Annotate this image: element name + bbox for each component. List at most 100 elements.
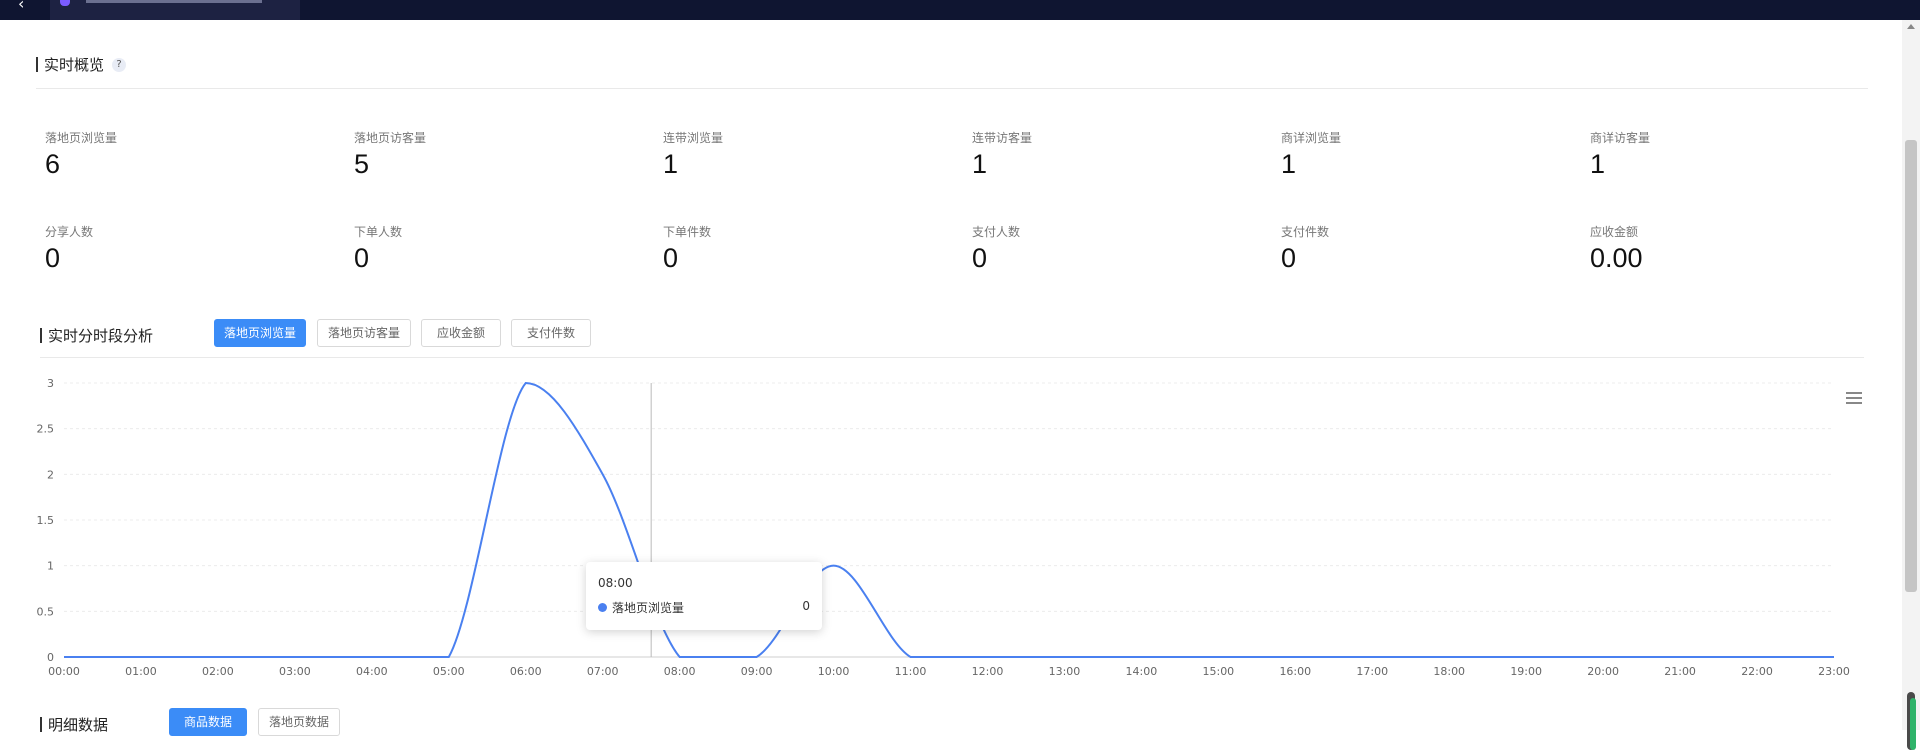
metric-label: 支付人数 <box>972 225 1021 239</box>
title-marker <box>40 717 42 732</box>
y-tick-label: 3 <box>47 377 54 390</box>
x-tick-label: 03:00 <box>279 665 311 678</box>
metric-label: 连带访客量 <box>972 131 1033 145</box>
tab-title <box>86 0 262 3</box>
metric-value: 6 <box>45 149 61 179</box>
tab-product-data[interactable]: 商品数据 <box>169 708 247 736</box>
metric-card: 落地页访客量 5 <box>354 129 594 180</box>
metric-label: 下单人数 <box>354 225 403 239</box>
x-tick-label: 00:00 <box>48 665 80 678</box>
analysis-section-title: 实时分时段分析 <box>40 325 153 346</box>
x-tick-label: 23:00 <box>1818 665 1850 678</box>
tab-paid-items[interactable]: 支付件数 <box>511 319 591 347</box>
y-tick-label: 2 <box>47 468 54 481</box>
metric-card: 下单件数 0 <box>663 223 903 274</box>
scroll-up-icon[interactable] <box>1907 24 1915 29</box>
chevron-left-icon[interactable]: ‹ <box>18 0 25 13</box>
metric-value: 0 <box>354 243 370 273</box>
metric-card: 支付件数 0 <box>1281 223 1521 274</box>
metric-label: 商详浏览量 <box>1281 131 1342 145</box>
details-section-title: 明细数据 <box>40 714 108 735</box>
analysis-title: 实时分时段分析 <box>48 327 154 345</box>
metric-label: 落地页访客量 <box>354 131 427 145</box>
metric-card: 应收金额 0.00 <box>1590 223 1830 274</box>
x-tick-label: 14:00 <box>1126 665 1158 678</box>
x-tick-label: 19:00 <box>1510 665 1542 678</box>
tooltip-series-name: 落地页浏览量 <box>612 601 685 615</box>
chart-tooltip: 08:00 落地页浏览量 0 <box>586 562 822 630</box>
x-tick-label: 11:00 <box>895 665 927 678</box>
hamburger-menu-icon[interactable] <box>1846 392 1862 404</box>
tooltip-title: 08:00 <box>598 576 633 590</box>
metric-value: 0 <box>45 243 61 273</box>
metric-value: 1 <box>1590 149 1606 179</box>
y-tick-label: 2.5 <box>37 423 55 436</box>
metric-value: 0 <box>663 243 679 273</box>
y-tick-label: 1.5 <box>37 514 55 527</box>
metric-card: 商详浏览量 1 <box>1281 129 1521 180</box>
metric-value: 1 <box>1281 149 1297 179</box>
tab-receivable-amount[interactable]: 应收金额 <box>421 319 501 347</box>
overview-title: 实时概览 <box>44 56 105 74</box>
metric-label: 支付件数 <box>1281 225 1330 239</box>
metric-value: 0 <box>972 243 988 273</box>
y-tick-label: 1 <box>47 560 54 573</box>
tab-landing-page-visitors[interactable]: 落地页访客量 <box>317 319 411 347</box>
x-tick-label: 01:00 <box>125 665 157 678</box>
metric-label: 分享人数 <box>45 225 94 239</box>
metric-label: 下单件数 <box>663 225 712 239</box>
x-tick-label: 22:00 <box>1741 665 1773 678</box>
tooltip-value: 0 <box>802 599 810 613</box>
tab-landing-page-views[interactable]: 落地页浏览量 <box>214 319 306 347</box>
chart-grid <box>64 382 1834 658</box>
y-tick-label: 0.5 <box>37 605 55 618</box>
analysis-divider <box>40 357 1864 358</box>
metric-value: 1 <box>663 149 679 179</box>
metric-card: 商详访客量 1 <box>1590 129 1830 180</box>
x-tick-label: 13:00 <box>1049 665 1081 678</box>
details-title: 明细数据 <box>48 716 109 734</box>
scrollbar[interactable] <box>1902 20 1920 750</box>
y-tick-label: 0 <box>47 651 54 664</box>
x-tick-label: 02:00 <box>202 665 234 678</box>
metric-card: 支付人数 0 <box>972 223 1212 274</box>
metric-value: 0.00 <box>1590 243 1643 273</box>
realtime-line-chart[interactable]: 00.511.522.53 00:00 01:00 02:00 03:00 04:00 0… <box>0 0 1920 730</box>
metric-label: 连带浏览量 <box>663 131 724 145</box>
browser-tab[interactable] <box>50 0 300 20</box>
chart-x-ticks: 00:00 01:00 02:00 03:00 04:00 05:00 06:00 07:00… <box>48 665 1850 678</box>
metric-card: 连带浏览量 1 <box>663 129 903 180</box>
x-tick-label: 17:00 <box>1356 665 1388 678</box>
metric-label: 应收金额 <box>1590 225 1639 239</box>
metric-value: 0 <box>1281 243 1297 273</box>
x-tick-label: 08:00 <box>664 665 696 678</box>
metric-card: 分享人数 0 <box>45 223 285 274</box>
overview-divider <box>36 88 1868 89</box>
metric-card: 连带访客量 1 <box>972 129 1212 180</box>
metric-label: 落地页浏览量 <box>45 131 118 145</box>
x-tick-label: 15:00 <box>1202 665 1234 678</box>
chart-series-line <box>64 381 1834 659</box>
title-marker <box>40 328 42 343</box>
x-tick-label: 18:00 <box>1433 665 1465 678</box>
x-tick-label: 10:00 <box>818 665 850 678</box>
x-tick-label: 16:00 <box>1279 665 1311 678</box>
metric-card: 落地页浏览量 6 <box>45 129 285 180</box>
scrollbar-thumb[interactable] <box>1905 140 1917 592</box>
help-icon[interactable]: ? <box>112 57 127 72</box>
title-marker <box>36 57 38 72</box>
x-tick-label: 05:00 <box>433 665 465 678</box>
x-tick-label: 20:00 <box>1587 665 1619 678</box>
series-dot-icon <box>598 603 607 612</box>
metric-card: 下单人数 0 <box>354 223 594 274</box>
metric-value: 1 <box>972 149 988 179</box>
x-tick-label: 04:00 <box>356 665 388 678</box>
x-tick-label: 07:00 <box>587 665 619 678</box>
tab-landing-page-data[interactable]: 落地页数据 <box>258 708 340 736</box>
x-tick-label: 06:00 <box>510 665 542 678</box>
metric-value: 5 <box>354 149 370 179</box>
overview-section-title: 实时概览 ? <box>36 54 127 75</box>
metric-label: 商详访客量 <box>1590 131 1651 145</box>
top-bar: ‹ <box>0 0 1920 20</box>
chart-y-ticks: 0 0.5 1 1.5 2 2.5 3 <box>37 377 55 664</box>
